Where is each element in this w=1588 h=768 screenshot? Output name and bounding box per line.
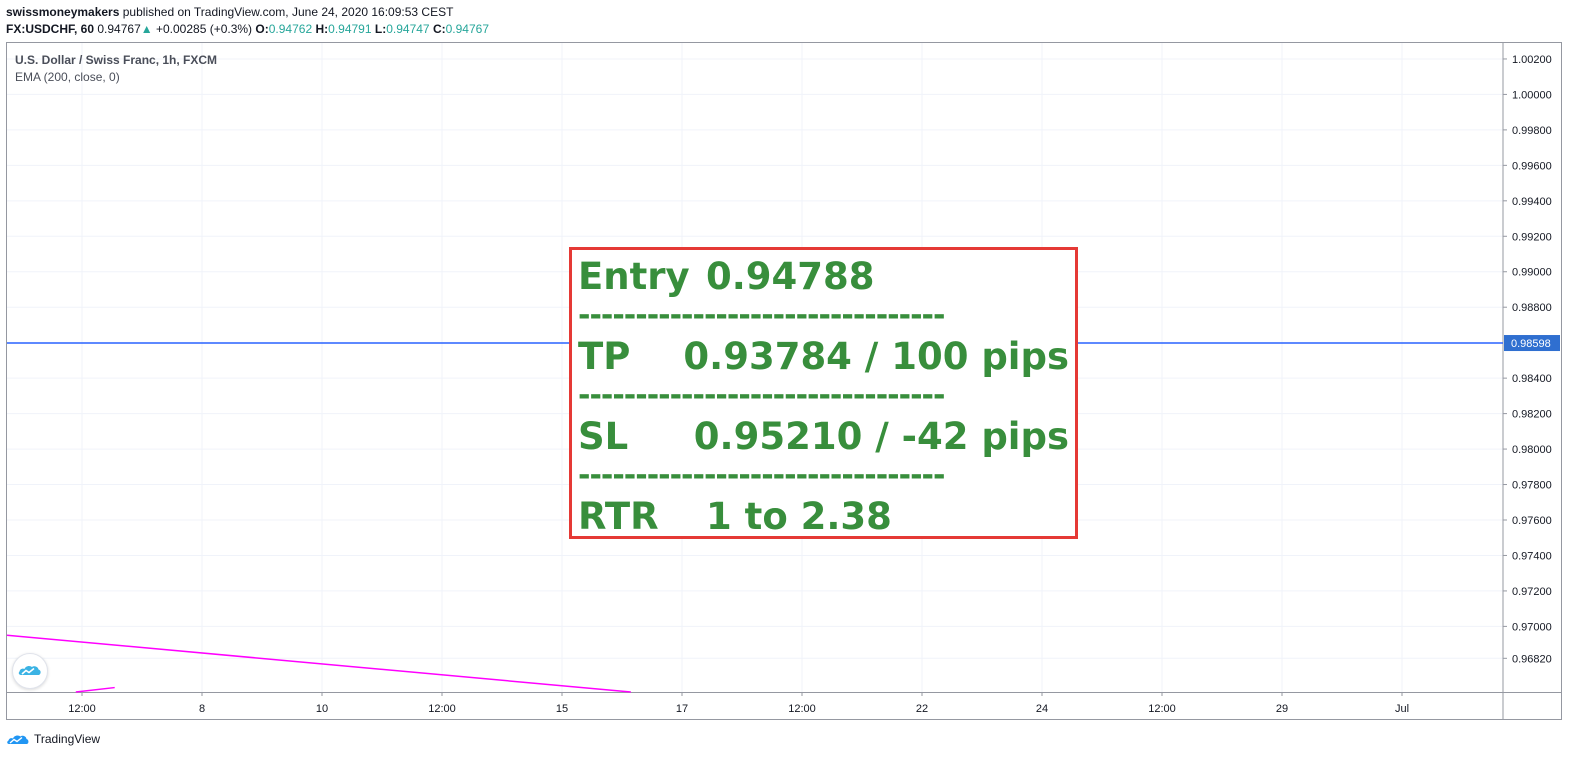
footer-brand[interactable]: TradingView [6, 731, 100, 747]
y-tick-label: 0.97000 [1512, 621, 1552, 633]
tp-label: TP [578, 334, 631, 378]
footer-brand-label: TradingView [34, 732, 101, 746]
entry-value: 0.94788 [706, 254, 875, 298]
sl-row: SL 0.95210 / -42 pips [578, 414, 1069, 458]
rtr-value: 1 to 2.38 [706, 494, 892, 538]
publish-date: published on TradingView.com, June 24, 2… [122, 5, 454, 19]
tp-value: 0.93784 / 100 pips [683, 334, 1069, 378]
change-value: +0.00285 (+0.3%) [155, 22, 253, 36]
high-label: H: [315, 22, 329, 36]
y-tick-label: 0.97400 [1512, 550, 1552, 562]
x-tick-label: 15 [556, 703, 568, 715]
y-tick-label: 0.98400 [1512, 373, 1552, 385]
open-value: 0.94762 [268, 22, 313, 36]
instrument-title[interactable]: U.S. Dollar / Swiss Franc, 1h, FXCM [15, 53, 218, 67]
x-tick-label: 12:00 [428, 703, 456, 715]
sl-value: 0.95210 / -42 pips [693, 414, 1069, 458]
y-tick-label: 0.96820 [1512, 653, 1552, 665]
y-tick-label: 0.99000 [1512, 267, 1552, 279]
tp-row: TP 0.93784 / 100 pips [578, 334, 1069, 378]
x-tick-label: Jul [1395, 703, 1409, 715]
x-tick-label: 22 [916, 703, 928, 715]
y-tick-label: 0.98800 [1512, 302, 1552, 314]
series-layer [6, 634, 631, 693]
open-label: O: [255, 22, 269, 36]
axes: 1.00200 1.00000 0.99800 0.99600 0.99400 0.992… [7, 43, 1561, 719]
close-value: 0.94767 [445, 22, 490, 36]
tradingview-logo-button[interactable] [12, 653, 48, 689]
low-value: 0.94747 [386, 22, 430, 36]
high-value: 0.94791 [328, 22, 372, 36]
x-tick-label: 12:00 [68, 703, 96, 715]
x-tick-label: 12:00 [788, 703, 816, 715]
y-tick-label: 0.99800 [1512, 125, 1552, 137]
y-tick-label: 0.98000 [1512, 444, 1552, 456]
entry-row: Entry 0.94788 [578, 254, 1069, 298]
ema-series-line [75, 686, 115, 693]
x-tick-label: 24 [1036, 703, 1048, 715]
rtr-row: RTR 1 to 2.38 [578, 494, 1069, 538]
separator: -------------------------------- [578, 458, 945, 493]
price-badge-label: 0.98598 [1511, 338, 1551, 350]
publish-info: swissmoneymakers published on TradingVie… [6, 5, 453, 19]
indicator-label[interactable]: EMA (200, close, 0) [15, 70, 120, 84]
change-arrow-icon: ▲ [140, 22, 153, 36]
x-tick-label: 29 [1276, 703, 1288, 715]
sl-label: SL [578, 414, 629, 458]
x-tick-label: 12:00 [1148, 703, 1176, 715]
tradingview-cloud-icon [7, 735, 29, 744]
low-label: L: [374, 22, 387, 36]
author-name[interactable]: swissmoneymakers [6, 5, 120, 19]
y-tick-label: 0.97800 [1512, 480, 1552, 492]
ema-series-line [6, 634, 631, 693]
entry-label: Entry [578, 254, 690, 298]
chart-legend: U.S. Dollar / Swiss Franc, 1h, FXCM EMA … [15, 52, 217, 86]
trade-setup-box: Entry 0.94788 --------------------------… [569, 247, 1078, 539]
y-tick-label: 0.99200 [1512, 231, 1552, 243]
y-tick-label: 0.98200 [1512, 409, 1552, 421]
close-label: C: [432, 22, 446, 36]
x-tick-label: 10 [316, 703, 328, 715]
tradingview-cloud-icon [18, 665, 41, 675]
ohlc-bar: FX:USDCHF, 60 0.94767▲ +0.00285 (+0.3%) … [6, 22, 489, 36]
price-badge [1504, 335, 1560, 352]
rtr-label: RTR [578, 494, 659, 538]
y-tick-label: 0.99600 [1512, 160, 1552, 172]
y-tick-label: 0.97600 [1512, 515, 1552, 527]
y-tick-label: 0.99400 [1512, 196, 1552, 208]
y-tick-label: 1.00000 [1512, 89, 1552, 101]
x-tick-label: 17 [676, 703, 688, 715]
last-price: 0.94767 [97, 22, 141, 36]
y-tick-label: 1.00200 [1512, 54, 1552, 66]
x-tick-label: 8 [199, 703, 205, 715]
y-tick-label: 0.97200 [1512, 586, 1552, 598]
separator: -------------------------------- [578, 298, 945, 333]
symbol-label: FX:USDCHF, 60 [6, 22, 95, 36]
chart-frame[interactable] [6, 42, 1562, 720]
separator: -------------------------------- [578, 378, 945, 413]
